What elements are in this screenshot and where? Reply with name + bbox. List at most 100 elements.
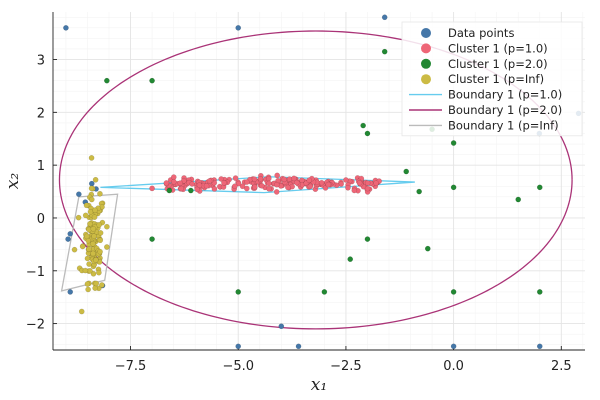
data-point <box>266 180 272 187</box>
y-tick-label: 1 <box>37 159 45 174</box>
data-point <box>149 77 155 84</box>
data-point <box>90 270 97 277</box>
data-point <box>97 248 103 255</box>
data-point <box>293 179 300 186</box>
data-point <box>93 257 99 263</box>
data-point <box>188 187 194 194</box>
data-point <box>266 185 272 192</box>
data-point <box>178 185 185 192</box>
data-point <box>232 183 238 189</box>
data-point <box>86 246 92 252</box>
data-point <box>450 289 457 295</box>
data-point <box>251 176 258 182</box>
data-point <box>104 77 110 84</box>
tick-labels: −7.5 −5.0 −2.5 0.0 2.5 −2 −1 0 1 2 3 <box>26 54 572 374</box>
data-point <box>536 343 543 350</box>
data-point <box>265 175 272 182</box>
data-point <box>149 185 155 192</box>
data-point <box>82 267 89 274</box>
data-point <box>90 250 96 257</box>
y-tick-label: 3 <box>37 54 45 69</box>
x-tick-label: −5.0 <box>222 359 254 374</box>
data-point <box>65 236 71 242</box>
legend-label: Cluster 1 (p=2.0) <box>448 57 548 71</box>
data-point <box>96 269 102 276</box>
data-point <box>273 181 280 188</box>
data-point <box>88 155 95 161</box>
data-point <box>381 14 388 21</box>
legend-label: Boundary 1 (p=1.0) <box>448 88 562 102</box>
data-marks <box>63 14 582 350</box>
data-point <box>166 187 173 194</box>
data-point <box>278 323 285 330</box>
data-point <box>281 176 288 183</box>
data-point <box>306 177 313 184</box>
x-tick-label: 2.5 <box>551 359 572 374</box>
data-point <box>189 181 195 187</box>
data-point <box>85 286 91 293</box>
data-point <box>194 186 201 193</box>
data-point <box>232 175 239 181</box>
legend-box <box>401 21 583 137</box>
data-point <box>170 174 177 180</box>
x-tick-label: −2.5 <box>330 359 362 374</box>
data-point <box>536 289 543 295</box>
data-point <box>244 185 250 192</box>
boundary-line <box>60 193 119 292</box>
data-point <box>325 181 332 188</box>
data-point <box>235 343 242 350</box>
data-point <box>90 240 96 247</box>
data-point <box>360 122 366 129</box>
data-point <box>338 181 344 187</box>
data-point <box>211 186 218 192</box>
data-point <box>96 222 102 228</box>
data-point <box>364 236 371 242</box>
data-point <box>88 185 95 192</box>
data-point <box>92 176 99 183</box>
legend-label: Cluster 1 (p=1.0) <box>448 41 548 55</box>
data-point <box>67 231 74 237</box>
data-point <box>97 190 103 197</box>
legend-label: Boundary 1 (p=2.0) <box>448 103 562 117</box>
data-point <box>88 180 95 187</box>
legend-label: Data points <box>448 26 514 40</box>
data-point <box>221 179 227 186</box>
data-point <box>82 212 89 219</box>
data-point <box>86 261 92 267</box>
y-axis-label: x₂ <box>3 173 23 190</box>
data-point <box>450 140 457 146</box>
y-tick-label: −2 <box>26 318 45 333</box>
y-tick-label: −1 <box>26 265 45 280</box>
data-point <box>75 214 82 221</box>
data-point <box>364 130 371 137</box>
data-point <box>92 207 98 214</box>
data-point <box>83 233 90 240</box>
data-point <box>90 226 97 232</box>
data-point <box>76 191 82 197</box>
data-point <box>79 243 86 250</box>
data-point <box>235 289 242 295</box>
data-point <box>258 182 265 189</box>
x-axis-label: x₁ <box>311 375 327 395</box>
legend-marker <box>421 43 431 54</box>
data-point <box>515 196 522 203</box>
data-point <box>273 189 280 195</box>
data-point <box>71 246 78 253</box>
data-point <box>177 180 184 186</box>
data-point <box>235 25 242 31</box>
data-point <box>87 221 93 227</box>
data-point <box>67 289 74 295</box>
data-point <box>244 179 250 185</box>
data-point <box>450 343 457 350</box>
data-point <box>321 289 328 295</box>
data-point <box>364 185 371 192</box>
data-point <box>274 172 280 179</box>
data-point <box>203 183 210 189</box>
data-point <box>351 187 358 194</box>
data-point <box>345 184 351 191</box>
data-point <box>239 183 246 190</box>
data-point <box>206 178 213 184</box>
x-tick-label: −7.5 <box>115 359 147 374</box>
